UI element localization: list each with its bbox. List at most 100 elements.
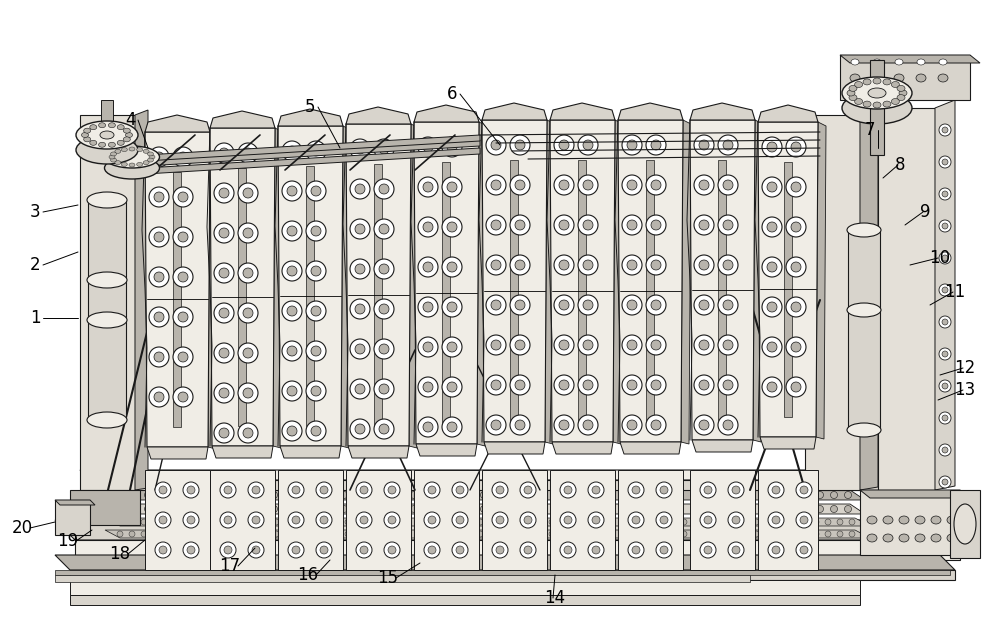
- Ellipse shape: [515, 220, 525, 230]
- Ellipse shape: [183, 482, 199, 498]
- Polygon shape: [414, 470, 479, 570]
- Ellipse shape: [525, 531, 531, 537]
- Polygon shape: [482, 470, 547, 570]
- Ellipse shape: [651, 140, 661, 150]
- Ellipse shape: [559, 300, 569, 310]
- Polygon shape: [613, 120, 623, 444]
- Ellipse shape: [699, 420, 709, 430]
- Polygon shape: [482, 103, 547, 120]
- Ellipse shape: [447, 182, 457, 192]
- Ellipse shape: [762, 337, 782, 357]
- Ellipse shape: [287, 226, 297, 236]
- Ellipse shape: [465, 519, 471, 525]
- Ellipse shape: [249, 519, 255, 525]
- Ellipse shape: [228, 492, 236, 498]
- Ellipse shape: [320, 486, 328, 494]
- Text: 9: 9: [920, 203, 930, 221]
- Text: 1: 1: [30, 309, 40, 327]
- Ellipse shape: [350, 139, 370, 159]
- Ellipse shape: [844, 492, 852, 498]
- Ellipse shape: [694, 175, 714, 195]
- Ellipse shape: [311, 226, 321, 236]
- Ellipse shape: [306, 261, 326, 281]
- Ellipse shape: [214, 263, 234, 283]
- Ellipse shape: [656, 542, 672, 558]
- Ellipse shape: [537, 519, 543, 525]
- Ellipse shape: [369, 519, 375, 525]
- Ellipse shape: [660, 486, 668, 494]
- Ellipse shape: [850, 74, 860, 82]
- Ellipse shape: [849, 94, 857, 101]
- Ellipse shape: [915, 534, 925, 542]
- Ellipse shape: [573, 519, 579, 525]
- Ellipse shape: [578, 375, 598, 395]
- Polygon shape: [105, 490, 865, 500]
- Ellipse shape: [520, 512, 536, 528]
- Ellipse shape: [183, 542, 199, 558]
- Ellipse shape: [311, 146, 321, 156]
- Ellipse shape: [723, 140, 733, 150]
- Ellipse shape: [137, 162, 143, 166]
- Text: 10: 10: [929, 249, 951, 267]
- Ellipse shape: [355, 344, 365, 354]
- Ellipse shape: [282, 381, 302, 401]
- Text: 19: 19: [57, 532, 79, 550]
- Ellipse shape: [694, 295, 714, 315]
- Ellipse shape: [651, 180, 661, 190]
- Ellipse shape: [115, 160, 121, 164]
- Polygon shape: [816, 122, 826, 439]
- Ellipse shape: [621, 519, 627, 525]
- Ellipse shape: [651, 420, 661, 430]
- Ellipse shape: [477, 531, 483, 537]
- Ellipse shape: [90, 141, 97, 145]
- Ellipse shape: [559, 180, 569, 190]
- Ellipse shape: [374, 299, 394, 319]
- Polygon shape: [690, 470, 755, 570]
- Ellipse shape: [452, 505, 460, 512]
- Ellipse shape: [645, 531, 651, 537]
- Ellipse shape: [627, 220, 637, 230]
- Ellipse shape: [288, 542, 304, 558]
- Ellipse shape: [388, 546, 396, 554]
- Ellipse shape: [173, 307, 193, 327]
- Ellipse shape: [177, 519, 183, 525]
- Ellipse shape: [628, 512, 644, 528]
- Ellipse shape: [786, 177, 806, 197]
- Ellipse shape: [718, 215, 738, 235]
- Ellipse shape: [350, 219, 370, 239]
- Ellipse shape: [560, 512, 576, 528]
- Ellipse shape: [466, 492, 474, 498]
- Polygon shape: [840, 55, 980, 63]
- Polygon shape: [70, 580, 860, 595]
- Ellipse shape: [486, 335, 506, 355]
- Ellipse shape: [423, 342, 433, 352]
- Ellipse shape: [578, 135, 598, 155]
- Text: 12: 12: [954, 359, 976, 377]
- Ellipse shape: [155, 482, 171, 498]
- Ellipse shape: [173, 387, 193, 407]
- Polygon shape: [482, 120, 547, 442]
- Ellipse shape: [765, 531, 771, 537]
- Ellipse shape: [554, 375, 574, 395]
- Ellipse shape: [306, 381, 326, 401]
- Ellipse shape: [656, 482, 672, 498]
- Ellipse shape: [442, 137, 462, 157]
- Ellipse shape: [418, 257, 438, 277]
- Ellipse shape: [646, 175, 666, 195]
- Ellipse shape: [155, 542, 171, 558]
- Ellipse shape: [646, 335, 666, 355]
- Ellipse shape: [863, 101, 871, 107]
- Ellipse shape: [143, 160, 149, 164]
- Ellipse shape: [501, 519, 507, 525]
- Ellipse shape: [646, 215, 666, 235]
- Ellipse shape: [622, 255, 642, 275]
- Polygon shape: [690, 120, 755, 440]
- Ellipse shape: [767, 142, 777, 152]
- Ellipse shape: [428, 546, 436, 554]
- Bar: [238, 168, 246, 426]
- Ellipse shape: [728, 482, 744, 498]
- Ellipse shape: [282, 341, 302, 361]
- Ellipse shape: [660, 516, 668, 524]
- Ellipse shape: [883, 534, 893, 542]
- Ellipse shape: [173, 267, 193, 287]
